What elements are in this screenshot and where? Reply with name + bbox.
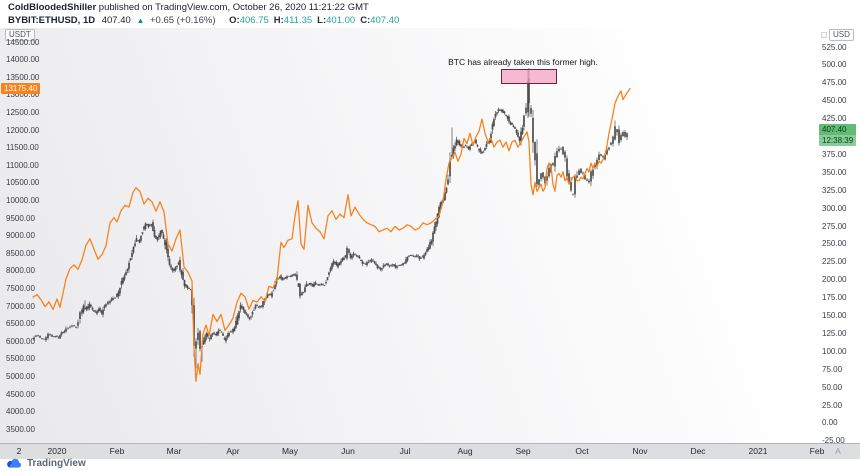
symbol-title: BYBIT:ETHUSD, 1D (8, 15, 96, 26)
right-axis-label: 175.00 (822, 293, 847, 303)
right-axis-label: 75.00 (822, 364, 843, 374)
right-axis-label: 225.00 (822, 257, 847, 267)
time-label: 2 (16, 446, 22, 456)
right-axis-label: 250.00 (822, 239, 847, 249)
annotation-text[interactable]: BTC has already taken this former high. (448, 57, 598, 67)
time-label: Sep (515, 446, 531, 456)
left-axis-label: 14500.00 (6, 37, 40, 47)
left-axis-label: 10500.00 (6, 178, 40, 188)
time-label: A (835, 446, 841, 456)
eth-candle-bodies (33, 78, 628, 349)
btc-price-line (32, 87, 631, 382)
time-label: Oct (575, 446, 589, 456)
tradingview-wordmark: TradingView (27, 457, 86, 469)
time-label: Aug (457, 446, 473, 456)
right-axis-label: 500.00 (822, 60, 847, 70)
right-axis-label: 425.00 (822, 114, 847, 124)
left-axis-label: 9000.00 (6, 231, 35, 241)
footer: TradingView (0, 457, 860, 471)
right-axis-label: 300.00 (822, 203, 847, 213)
tradingview-logo[interactable]: TradingView (6, 457, 86, 469)
ohlc-key: L: (317, 15, 327, 26)
left-axis-label: 13500.00 (6, 72, 40, 82)
eth-price-tag-value: 407.40 (819, 124, 856, 136)
byline: ColdBloodedShiller published on TradingV… (8, 2, 399, 14)
left-axis-label: 13000.00 (6, 90, 40, 100)
left-axis-label: 6000.00 (6, 336, 35, 346)
right-axis-label: -25.00 (822, 436, 845, 446)
left-axis-label: 12000.00 (6, 125, 40, 135)
left-axis-label: 11000.00 (6, 160, 39, 170)
scale-mini-icon (821, 32, 827, 38)
time-label: Mar (166, 446, 182, 456)
right-axis-label: 0.00 (822, 418, 838, 428)
symbol-row: BYBIT:ETHUSD, 1D 407.40 ▲ +0.65 (+0.16%)… (8, 15, 399, 27)
change-value: +0.65 (+0.16%) (150, 15, 216, 26)
left-axis-label: 8500.00 (6, 248, 35, 258)
right-axis-label: 125.00 (822, 328, 847, 338)
right-axis-label: 200.00 (822, 275, 847, 285)
ohlc-value: 401.00 (326, 15, 356, 26)
chart-plot[interactable] (0, 28, 860, 443)
price-pane[interactable]: USDT USD 14500.00 14000.00 13500.00 13000.0… (0, 28, 860, 446)
left-axis-label: 4000.00 (6, 407, 35, 417)
ohlc-value: 411.35 (283, 15, 313, 26)
left-scale-unit-chip[interactable]: USDT (5, 29, 35, 41)
time-label: Nov (632, 446, 648, 456)
ohlc-value: 407.40 (370, 15, 400, 26)
left-axis-label: 3500.00 (6, 424, 35, 434)
right-axis-label: 25.00 (822, 400, 843, 410)
left-axis-label: 14000.00 (6, 55, 40, 65)
ohlc-key: O: (229, 15, 240, 26)
right-axis-label: 450.00 (822, 96, 847, 106)
author-name: ColdBloodedShiller (8, 2, 97, 13)
bar-countdown: 12:38:39 (819, 135, 856, 147)
last-price: 407.40 (101, 15, 131, 26)
eth-candle-wicks (33, 68, 628, 369)
left-axis-label: 6500.00 (6, 319, 35, 329)
left-axis-label: 5500.00 (6, 354, 35, 364)
ohlc-key: C: (360, 15, 371, 26)
ohlc-values: O:406.75 H:411.35 L:401.00 C:407.40 (224, 15, 399, 26)
left-axis-label: 8000.00 (6, 266, 35, 276)
left-axis-label: 7500.00 (6, 283, 35, 293)
time-label: Apr (226, 446, 240, 456)
right-axis-label: 350.00 (822, 167, 847, 177)
left-axis-label: 10000.00 (6, 195, 40, 205)
right-axis-label: 475.00 (822, 78, 847, 88)
cloud-icon (7, 458, 22, 468)
right-axis-label: 150.00 (822, 311, 847, 320)
right-axis-label: 525.00 (822, 42, 847, 52)
left-axis-label: 4500.00 (6, 389, 35, 399)
annotation-highlight-box[interactable] (501, 69, 557, 84)
time-label: Feb (809, 446, 825, 456)
left-axis-label: 11500.00 (6, 143, 39, 153)
right-axis-label: 50.00 (822, 382, 843, 392)
time-label: Jun (341, 446, 355, 456)
ohlc-value: 406.75 (239, 15, 269, 26)
left-axis-label: 5000.00 (6, 371, 35, 381)
left-axis-label: 7000.00 (6, 301, 35, 311)
ohlc-key: H: (273, 15, 284, 26)
left-axis-label: 12500.00 (6, 107, 40, 117)
change-up-arrow-icon: ▲ (136, 16, 145, 25)
right-axis-label: 325.00 (822, 185, 847, 195)
eth-price-tag: 407.40 12:38:39 (819, 124, 856, 147)
time-label: Feb (109, 446, 125, 456)
right-scale-unit-chip[interactable]: USD (829, 29, 854, 41)
time-axis[interactable]: 2 2020 Feb Mar Apr May Jun Jul Aug Sep Oct Nov Dec 20… (0, 443, 860, 459)
left-axis-label: 9500.00 (6, 213, 35, 223)
time-label: Dec (690, 446, 706, 456)
time-label: Jul (399, 446, 411, 456)
byline-text: published on TradingView.com, October 26… (98, 2, 369, 13)
time-label: 2021 (748, 446, 768, 456)
btc-price-tag: 13175.40 (1, 83, 41, 95)
right-axis-label: 100.00 (822, 346, 847, 356)
right-axis-label: 375.00 (822, 149, 847, 159)
right-axis-label: 275.00 (822, 221, 847, 231)
time-label: 2020 (47, 446, 67, 456)
time-label: May (281, 446, 299, 456)
chart-header: ColdBloodedShiller published on TradingV… (8, 2, 399, 27)
